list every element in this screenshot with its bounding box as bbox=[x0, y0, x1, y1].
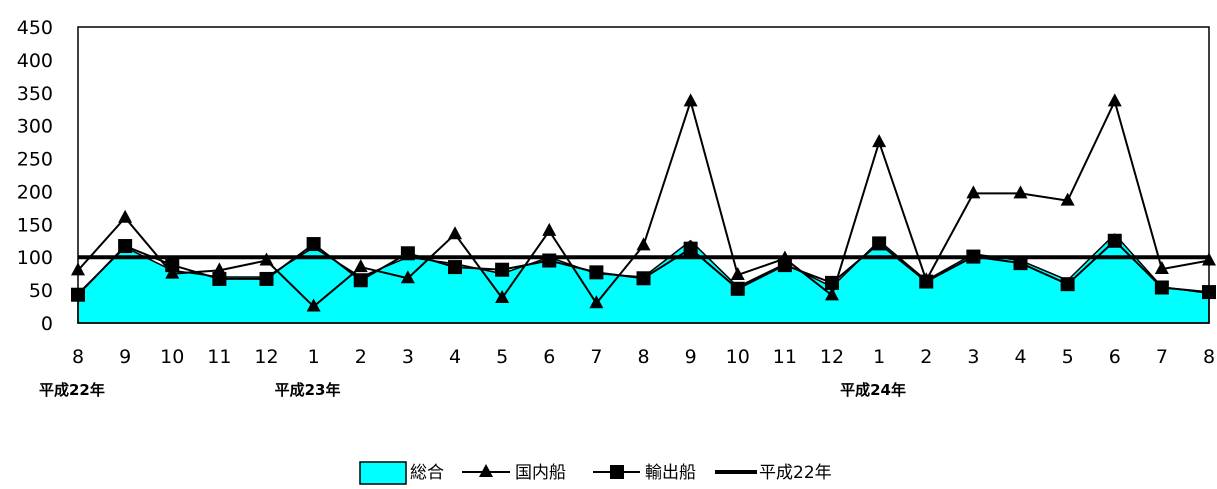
triangle-marker bbox=[118, 209, 133, 223]
y-tick-label: 50 bbox=[29, 280, 53, 302]
y-tick-label: 350 bbox=[17, 83, 53, 105]
square-marker bbox=[1107, 233, 1122, 248]
x-tick-label: 2 bbox=[920, 346, 932, 368]
y-tick-label: 150 bbox=[17, 214, 53, 236]
x-tick-label: 8 bbox=[1203, 346, 1215, 368]
triangle-marker bbox=[1107, 93, 1122, 107]
triangle-marker bbox=[400, 270, 415, 284]
square-marker bbox=[353, 273, 368, 288]
x-tick-label: 1 bbox=[873, 346, 885, 368]
square-marker bbox=[495, 262, 510, 277]
legend-label-kokunaisen: 国内船 bbox=[515, 463, 566, 483]
x-tick-label: 7 bbox=[1156, 346, 1168, 368]
square-marker bbox=[919, 274, 934, 289]
x-tick-label: 4 bbox=[1014, 346, 1026, 368]
triangle-marker bbox=[730, 266, 745, 280]
square-marker bbox=[165, 258, 180, 273]
legend-marker-kokunaisen bbox=[479, 464, 493, 477]
x-tick-label: 2 bbox=[355, 346, 367, 368]
x-tick-label: 10 bbox=[160, 346, 184, 368]
x-tick-label: 1 bbox=[308, 346, 320, 368]
triangle-marker bbox=[448, 226, 462, 240]
x-tick-label: 6 bbox=[543, 346, 555, 368]
triangle-marker bbox=[542, 222, 557, 236]
x-tick-label: 5 bbox=[496, 346, 508, 368]
square-marker bbox=[118, 239, 133, 254]
plot-frame bbox=[77, 26, 1210, 324]
triangle-marker bbox=[1154, 261, 1169, 275]
square-marker bbox=[636, 271, 651, 286]
y-tick-label: 200 bbox=[17, 181, 53, 203]
square-marker bbox=[683, 241, 698, 256]
legend-marker-yushutsusen bbox=[610, 465, 624, 479]
square-marker bbox=[966, 249, 981, 264]
x-tick-label: 8 bbox=[637, 346, 649, 368]
triangle-marker bbox=[259, 252, 274, 266]
legend-label-yushutsusen: 輸出船 bbox=[645, 463, 696, 483]
x-tick-label: 9 bbox=[685, 346, 697, 368]
triangle-marker bbox=[683, 93, 698, 107]
x-tick-label: 11 bbox=[207, 346, 231, 368]
legend: 総合 国内船 輸出船 平成22年 bbox=[359, 461, 832, 485]
triangle-marker bbox=[636, 237, 651, 251]
triangle-marker bbox=[872, 134, 887, 148]
x-tick-label: 3 bbox=[402, 346, 414, 368]
x-axis-ticks: 8 9 10 11 12 1 2 3 4 5 6 7 8 9 10 11 12 1 2 3 4 5 6 7 8 bbox=[72, 346, 1215, 368]
triangle-marker bbox=[825, 287, 839, 301]
year-labels: 平成22年 平成23年 平成24年 bbox=[39, 381, 906, 399]
square-marker bbox=[825, 275, 839, 290]
x-tick-label: 4 bbox=[449, 346, 461, 368]
square-marker bbox=[1060, 277, 1075, 292]
square-marker bbox=[1154, 280, 1169, 295]
triangle-marker bbox=[306, 298, 321, 312]
x-tick-label: 6 bbox=[1109, 346, 1121, 368]
y-tick-label: 0 bbox=[41, 313, 53, 335]
year-label: 平成24年 bbox=[840, 381, 906, 399]
x-tick-label: 9 bbox=[119, 346, 131, 368]
legend-label-sogo: 総合 bbox=[410, 463, 444, 483]
triangle-marker bbox=[495, 290, 510, 304]
square-marker bbox=[872, 236, 887, 251]
square-marker bbox=[542, 253, 557, 268]
square-marker bbox=[589, 265, 604, 280]
triangle-marker bbox=[1060, 192, 1075, 206]
square-marker bbox=[448, 260, 462, 275]
triangle-marker bbox=[1013, 185, 1028, 199]
y-tick-label: 450 bbox=[17, 17, 53, 39]
x-tick-label: 10 bbox=[726, 346, 750, 368]
y-tick-label: 400 bbox=[17, 50, 53, 72]
square-marker bbox=[777, 258, 792, 273]
triangle-marker bbox=[589, 295, 604, 309]
square-marker bbox=[306, 237, 321, 252]
y-tick-label: 250 bbox=[17, 149, 53, 171]
triangle-marker bbox=[165, 265, 180, 279]
triangle-marker bbox=[966, 185, 981, 199]
year-label: 平成23年 bbox=[275, 381, 341, 399]
x-tick-label: 12 bbox=[254, 346, 278, 368]
legend-label-h22: 平成22年 bbox=[759, 463, 832, 483]
square-marker bbox=[1013, 256, 1028, 271]
square-marker bbox=[400, 246, 415, 261]
x-tick-label: 8 bbox=[72, 346, 84, 368]
x-tick-label: 7 bbox=[590, 346, 602, 368]
square-marker bbox=[259, 271, 274, 286]
y-tick-label: 300 bbox=[17, 116, 53, 138]
x-tick-label: 11 bbox=[773, 346, 797, 368]
x-tick-label: 12 bbox=[820, 346, 844, 368]
x-tick-label: 3 bbox=[967, 346, 979, 368]
square-marker bbox=[730, 281, 745, 296]
legend-swatch-sogo bbox=[359, 461, 407, 485]
square-marker bbox=[212, 271, 227, 286]
y-tick-label: 100 bbox=[17, 247, 53, 269]
triangle-marker bbox=[353, 259, 368, 273]
x-tick-label: 5 bbox=[1062, 346, 1074, 368]
year-label: 平成22年 bbox=[39, 381, 105, 399]
y-axis-ticks: 0 50 100 150 200 250 300 350 400 450 bbox=[17, 17, 53, 335]
